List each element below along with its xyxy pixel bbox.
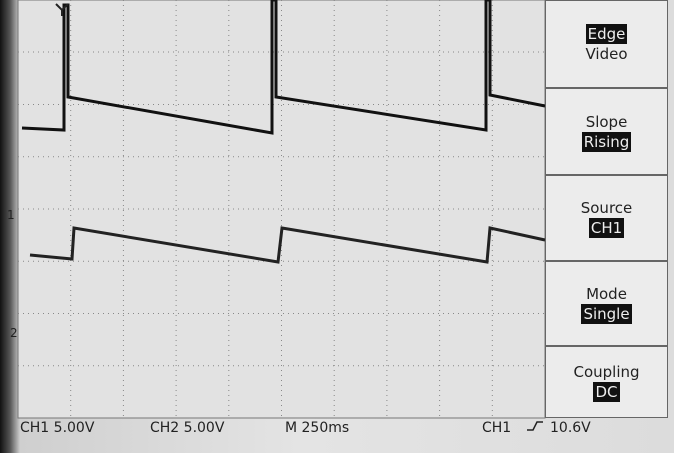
trigger-position-marker <box>55 3 69 16</box>
ch1-waveform <box>21 0 546 135</box>
ch2-scale: CH2 5.00V <box>150 420 225 436</box>
menu-value: Single <box>581 303 632 324</box>
rising-edge-icon <box>527 421 543 431</box>
menu-value: CH1 <box>588 218 625 238</box>
option: Video <box>585 45 628 63</box>
menu-value: DC <box>593 382 620 402</box>
menu-value: Rising <box>581 131 632 152</box>
trigger-level: 10.6V <box>550 420 591 436</box>
source-button[interactable]: Source CH1 <box>545 175 668 261</box>
menu-title: Mode <box>586 284 627 303</box>
coupling-button[interactable]: Coupling DC <box>545 346 668 418</box>
ch2-waveform <box>29 226 546 264</box>
ch1-marker: 1 <box>7 208 15 222</box>
ch1-scale: CH1 5.00V <box>20 420 95 436</box>
slope-button[interactable]: Slope Rising <box>545 88 668 175</box>
menu-title: Slope <box>585 112 628 131</box>
ch2-marker: 2 <box>10 326 18 340</box>
mode-button[interactable]: Mode Single <box>545 261 668 346</box>
graticule-frame <box>17 0 546 419</box>
trigger-type-button[interactable]: Edge Video <box>545 0 668 88</box>
menu-title: Coupling <box>573 363 640 381</box>
menu-title: Source <box>580 199 633 217</box>
timebase: M 250ms <box>285 420 350 436</box>
option-selected: Edge <box>585 24 628 44</box>
trigger-source: CH1 <box>482 420 512 436</box>
